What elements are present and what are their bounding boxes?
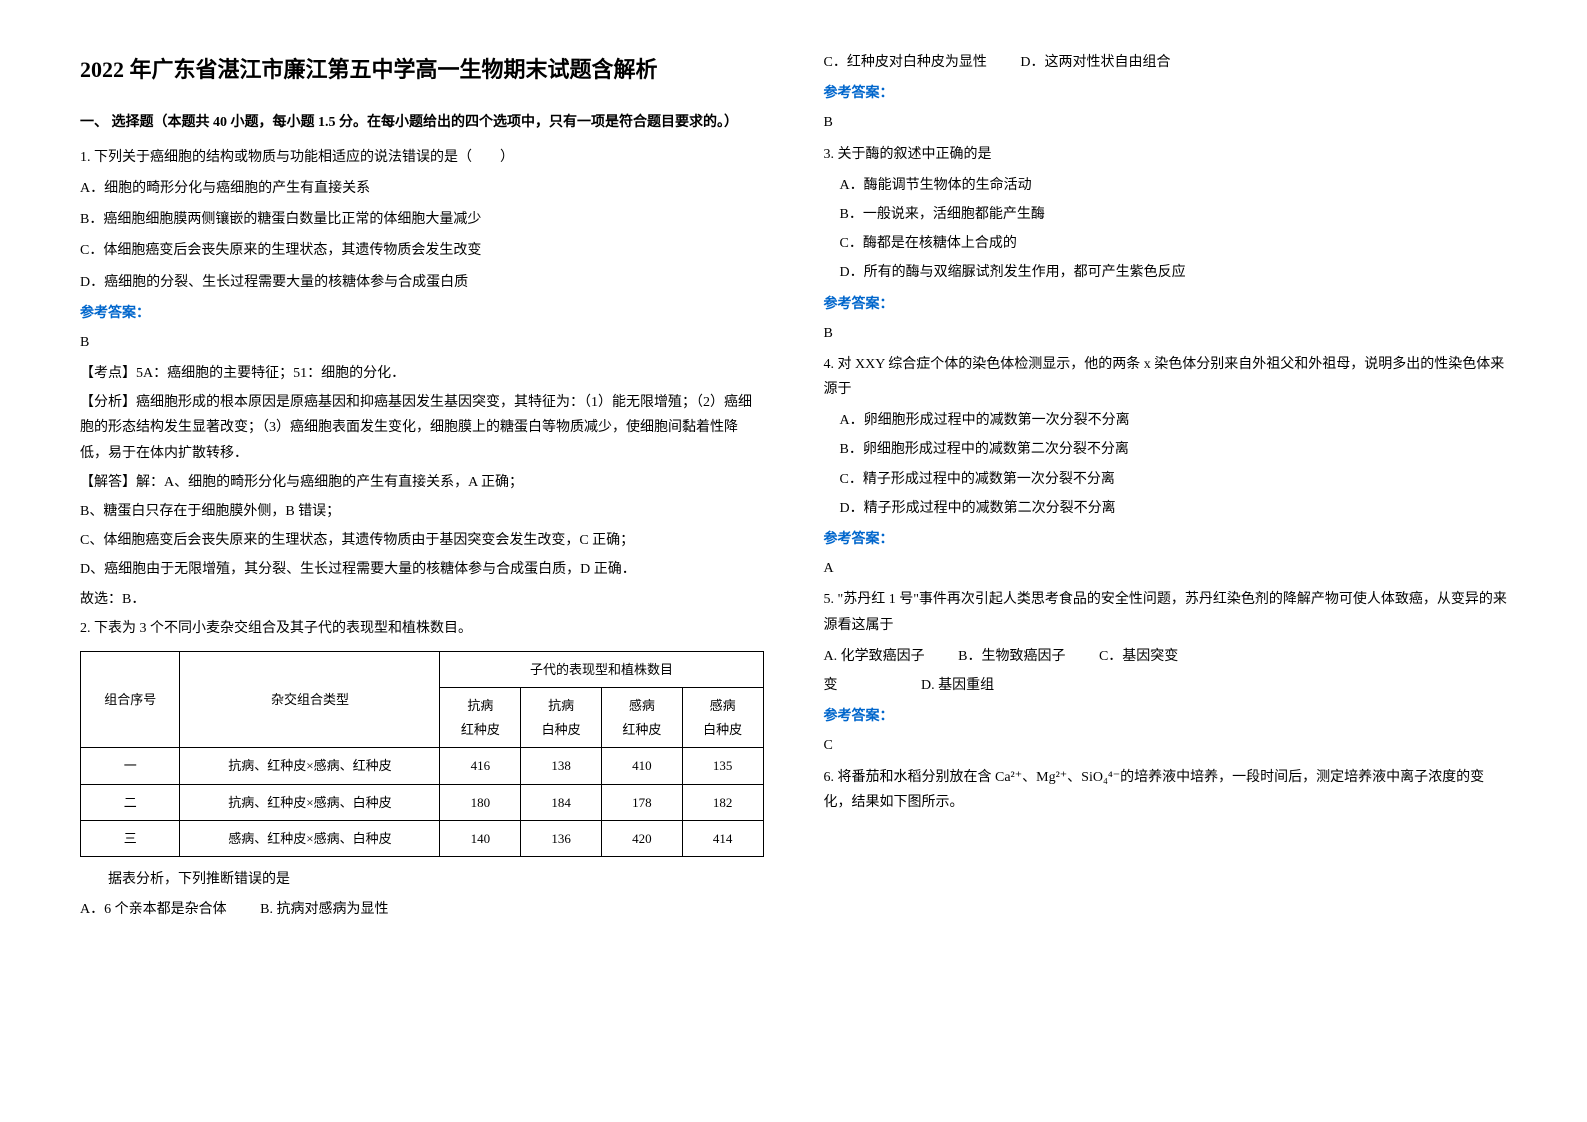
tbl-hdr-offspring: 子代的表现型和植株数目 — [440, 651, 763, 687]
tbl-col3: 感病红种皮 — [601, 688, 682, 748]
q3-stem: 3. 关于酶的叙述中正确的是 — [824, 142, 1508, 167]
q4-optB: B．卵细胞形成过程中的减数第二次分裂不分离 — [824, 437, 1508, 462]
q1-point: 【考点】5A：癌细胞的主要特征；51：细胞的分化． — [80, 361, 764, 386]
tbl-hdr-cross: 杂交组合类型 — [180, 651, 440, 747]
q1-solA: 【解答】解：A、细胞的畸形分化与癌细胞的产生有直接关系，A 正确； — [80, 470, 764, 495]
q5-options-row1: A. 化学致癌因子 B．生物致癌因子 C．基因突变 — [824, 644, 1508, 669]
q5-stem: 5. "苏丹红 1 号"事件再次引起人类思考食品的安全性问题，苏丹红染色剂的降解… — [824, 587, 1508, 637]
tbl-col1: 抗病红种皮 — [440, 688, 521, 748]
q3-optC: C．酶都是在核糖体上合成的 — [824, 231, 1508, 256]
q1-answer-label: 参考答案： — [80, 301, 764, 326]
q1-optC: C．体细胞癌变后会丧失原来的生理状态，其遗传物质会发生改变 — [80, 238, 764, 263]
q1-analysis: 【分析】癌细胞形成的根本原因是原癌基因和抑癌基因发生基因突变，其特征为：（1）能… — [80, 390, 764, 466]
table-row: 一 抗病、红种皮×感病、红种皮 416 138 410 135 — [81, 748, 764, 784]
q1-solB: B、糖蛋白只存在于细胞膜外侧，B 错误； — [80, 499, 764, 524]
q2-optAB: A．6 个亲本都是杂合体 B. 抗病对感病为显性 — [80, 897, 764, 922]
tbl-col2: 抗病白种皮 — [521, 688, 602, 748]
q4-stem: 4. 对 XXY 综合症个体的染色体检测显示，他的两条 x 染色体分别来自外祖父… — [824, 352, 1508, 402]
tbl-hdr-group: 组合序号 — [81, 651, 180, 747]
q2-table: 组合序号 杂交组合类型 子代的表现型和植株数目 抗病红种皮 抗病白种皮 感病红种… — [80, 651, 764, 857]
section-1-header: 一、 选择题（本题共 40 小题，每小题 1.5 分。在每小题给出的四个选项中，… — [80, 110, 764, 135]
table-row: 二 抗病、红种皮×感病、白种皮 180 184 178 182 — [81, 784, 764, 820]
q3-answer-label: 参考答案： — [824, 292, 1508, 317]
left-column: 2022 年广东省湛江市廉江第五中学高一生物期末试题含解析 一、 选择题（本题共… — [80, 50, 764, 926]
exam-title: 2022 年广东省湛江市廉江第五中学高一生物期末试题含解析 — [80, 50, 764, 90]
q4-optC: C．精子形成过程中的减数第一次分裂不分离 — [824, 467, 1508, 492]
q2-optCD: C．红种皮对白种皮为显性 D．这两对性状自由组合 — [824, 50, 1508, 75]
q2-stem: 2. 下表为 3 个不同小麦杂交组合及其子代的表现型和植株数目。 — [80, 616, 764, 641]
q3-optD: D．所有的酶与双缩脲试剂发生作用，都可产生紫色反应 — [824, 260, 1508, 285]
q4-optD: D．精子形成过程中的减数第二次分裂不分离 — [824, 496, 1508, 521]
q3-answer: B — [824, 321, 1508, 346]
q1-stem: 1. 下列关于癌细胞的结构或物质与功能相适应的说法错误的是（ ） — [80, 145, 764, 170]
q4-answer-label: 参考答案： — [824, 527, 1508, 552]
q1-optA: A．细胞的畸形分化与癌细胞的产生有直接关系 — [80, 176, 764, 201]
q2-answer: B — [824, 110, 1508, 135]
tbl-col4: 感病白种皮 — [682, 688, 763, 748]
right-column: C．红种皮对白种皮为显性 D．这两对性状自由组合 参考答案： B 3. 关于酶的… — [824, 50, 1508, 926]
q3-optA: A．酶能调节生物体的生命活动 — [824, 173, 1508, 198]
q6-stem: 6. 将番茄和水稻分别放在含 Ca²⁺、Mg²⁺、SiO₄⁴⁻的培养液中培养，一… — [824, 765, 1508, 815]
q3-optB: B．一般说来，活细胞都能产生酶 — [824, 202, 1508, 227]
q1-answer: B — [80, 330, 764, 355]
q5-options-row2: 变 D. 基因重组 — [824, 673, 1508, 698]
q1-solD: D、癌细胞由于无限增殖，其分裂、生长过程需要大量的核糖体参与合成蛋白质，D 正确… — [80, 557, 764, 582]
table-row: 三 感病、红种皮×感病、白种皮 140 136 420 414 — [81, 820, 764, 856]
q4-answer: A — [824, 556, 1508, 581]
q2-answer-label: 参考答案： — [824, 81, 1508, 106]
q2-after-table: 据表分析，下列推断错误的是 — [80, 867, 764, 892]
q1-optB: B．癌细胞细胞膜两侧镶嵌的糖蛋白数量比正常的体细胞大量减少 — [80, 207, 764, 232]
q1-optD: D．癌细胞的分裂、生长过程需要大量的核糖体参与合成蛋白质 — [80, 270, 764, 295]
q1-solC: C、体细胞癌变后会丧失原来的生理状态，其遗传物质由于基因突变会发生改变，C 正确… — [80, 528, 764, 553]
q1-choice: 故选：B． — [80, 587, 764, 612]
q4-optA: A．卵细胞形成过程中的减数第一次分裂不分离 — [824, 408, 1508, 433]
q5-answer-label: 参考答案： — [824, 704, 1508, 729]
q5-answer: C — [824, 733, 1508, 758]
